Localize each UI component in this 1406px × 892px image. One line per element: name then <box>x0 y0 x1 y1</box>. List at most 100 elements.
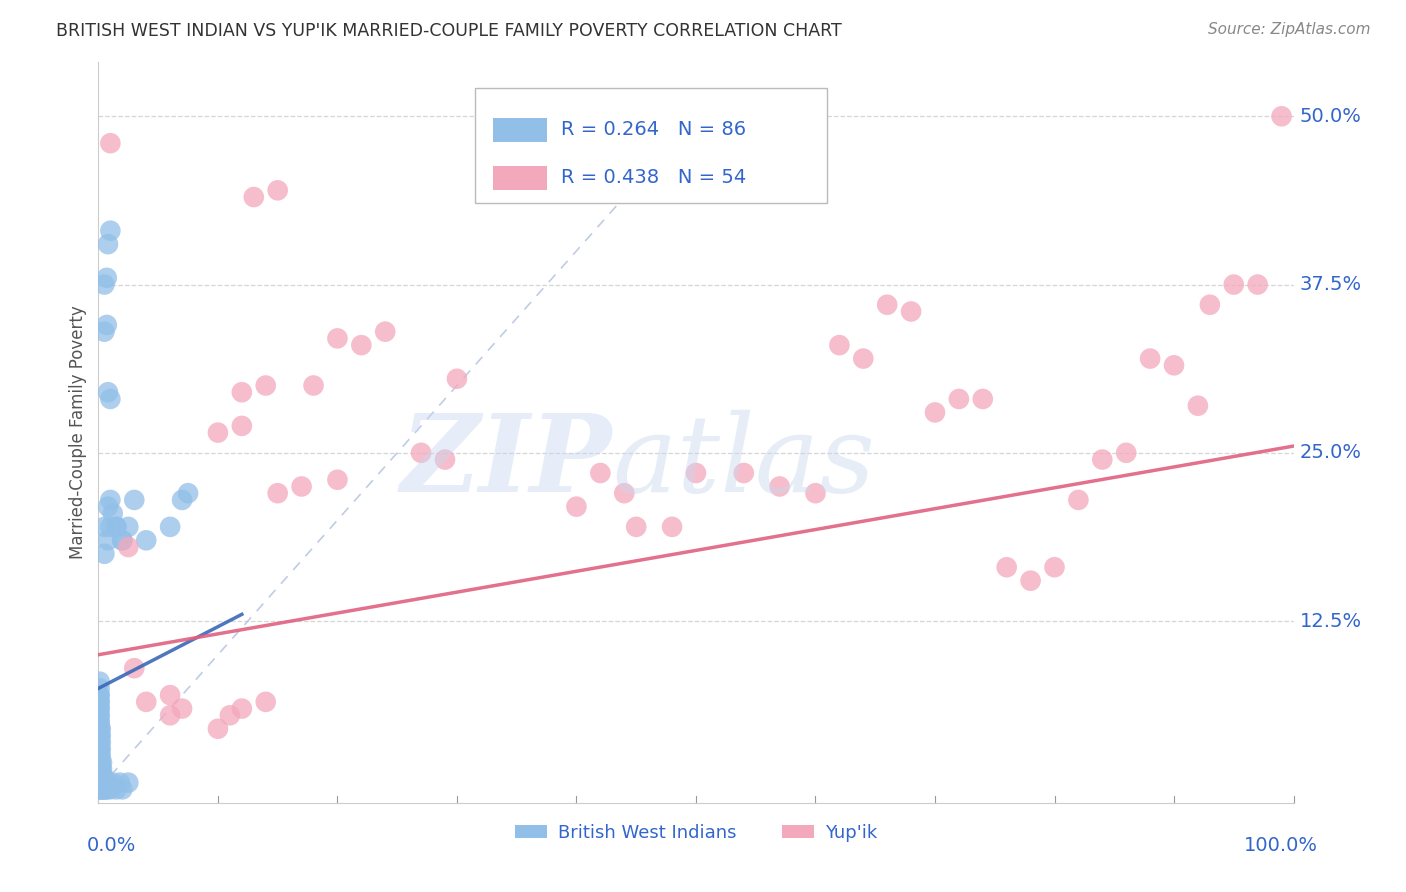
Point <box>1187 399 1209 413</box>
Point <box>804 486 827 500</box>
Point <box>1043 560 1066 574</box>
Bar <box>494 166 547 190</box>
Point <box>159 708 181 723</box>
Point <box>254 695 277 709</box>
Point <box>90 762 112 776</box>
Point <box>1223 277 1246 292</box>
Point <box>685 466 707 480</box>
Point <box>117 520 139 534</box>
Point <box>89 742 111 756</box>
Point <box>89 722 111 736</box>
Point <box>108 775 131 789</box>
Point <box>768 479 790 493</box>
Bar <box>494 118 547 142</box>
Point <box>89 769 111 783</box>
Point <box>105 520 128 534</box>
Point <box>207 425 229 440</box>
Point <box>89 729 111 743</box>
Text: R = 0.264   N = 86: R = 0.264 N = 86 <box>561 120 747 139</box>
Point <box>91 782 114 797</box>
Point <box>97 385 120 400</box>
Point <box>1247 277 1270 292</box>
Point <box>89 695 111 709</box>
Point <box>1067 492 1090 507</box>
Point <box>89 681 111 696</box>
Point <box>159 688 181 702</box>
Point <box>89 708 111 723</box>
Point <box>101 507 124 521</box>
Point <box>111 533 134 548</box>
Point <box>565 500 588 514</box>
Text: R = 0.438   N = 54: R = 0.438 N = 54 <box>561 169 747 187</box>
Point <box>1271 109 1294 123</box>
Point <box>626 520 648 534</box>
Text: atlas: atlas <box>613 409 876 515</box>
Point <box>91 762 114 776</box>
Point <box>89 742 111 756</box>
Point <box>900 304 922 318</box>
Point <box>231 418 253 433</box>
Point <box>972 392 994 406</box>
Point <box>661 520 683 534</box>
Point <box>434 452 457 467</box>
Point <box>135 695 157 709</box>
Point <box>89 701 111 715</box>
Point <box>94 775 117 789</box>
Point <box>177 486 200 500</box>
Point <box>90 748 112 763</box>
Point <box>326 473 349 487</box>
Point <box>91 769 114 783</box>
Point <box>948 392 970 406</box>
Point <box>89 782 111 797</box>
Point <box>1199 298 1222 312</box>
Point <box>97 533 120 548</box>
Point <box>96 270 118 285</box>
Point <box>93 782 115 797</box>
Point <box>613 486 636 500</box>
Point <box>117 775 139 789</box>
Point <box>89 756 111 770</box>
Point <box>1019 574 1042 588</box>
Point <box>446 372 468 386</box>
Point <box>243 190 266 204</box>
Point <box>117 540 139 554</box>
Point <box>589 466 612 480</box>
Text: 50.0%: 50.0% <box>1299 107 1361 126</box>
Y-axis label: Married-Couple Family Poverty: Married-Couple Family Poverty <box>69 306 87 559</box>
Point <box>111 782 134 797</box>
Point <box>89 769 111 783</box>
Point <box>172 492 194 507</box>
Point <box>302 378 325 392</box>
Point <box>97 237 120 252</box>
Point <box>1091 452 1114 467</box>
Point <box>995 560 1018 574</box>
Point <box>90 782 112 797</box>
Point <box>852 351 875 366</box>
Point <box>267 183 290 197</box>
Point <box>91 756 114 770</box>
Point <box>924 405 946 419</box>
Text: 12.5%: 12.5% <box>1299 612 1361 631</box>
Point <box>89 775 111 789</box>
Text: 37.5%: 37.5% <box>1299 275 1361 294</box>
Point <box>93 520 115 534</box>
Point <box>231 385 253 400</box>
Point <box>101 775 124 789</box>
Point <box>90 729 112 743</box>
Point <box>105 520 128 534</box>
Point <box>828 338 851 352</box>
Point <box>91 775 114 789</box>
Point <box>90 722 112 736</box>
FancyBboxPatch shape <box>475 88 827 203</box>
Point <box>91 782 114 797</box>
Point <box>1163 359 1185 373</box>
Text: 25.0%: 25.0% <box>1299 443 1361 462</box>
Point <box>124 661 146 675</box>
Point <box>96 318 118 332</box>
Point <box>90 775 112 789</box>
Point <box>411 446 433 460</box>
Point <box>89 701 111 715</box>
Point <box>89 674 111 689</box>
Point <box>207 722 229 736</box>
Point <box>374 325 396 339</box>
